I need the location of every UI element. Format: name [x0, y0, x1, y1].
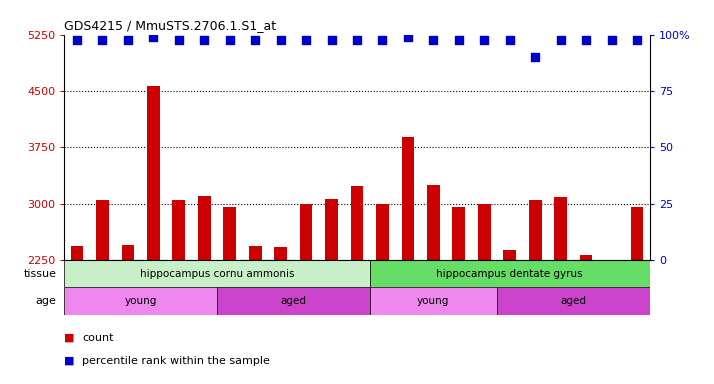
Point	[530, 54, 541, 60]
Point	[301, 37, 312, 43]
Point	[224, 37, 236, 43]
Bar	[121, 245, 134, 384]
Bar	[96, 200, 109, 384]
Bar	[198, 196, 211, 384]
Bar	[173, 200, 185, 384]
Point	[351, 37, 363, 43]
Point	[453, 37, 465, 43]
Point	[96, 37, 108, 43]
Text: age: age	[36, 296, 56, 306]
Bar	[64, 260, 650, 287]
Text: ■: ■	[64, 333, 75, 343]
Point	[122, 37, 134, 43]
Bar	[64, 287, 217, 315]
Point	[580, 37, 592, 43]
Bar	[351, 186, 363, 384]
Bar	[64, 260, 370, 287]
Point	[148, 34, 159, 40]
Bar	[453, 207, 466, 384]
Point	[71, 37, 83, 43]
Text: count: count	[82, 333, 114, 343]
Bar	[427, 185, 440, 384]
Bar	[147, 86, 160, 384]
Point	[478, 37, 490, 43]
Bar	[605, 261, 618, 384]
Point	[377, 37, 388, 43]
Point	[631, 37, 643, 43]
Text: hippocampus dentate gyrus: hippocampus dentate gyrus	[436, 268, 583, 278]
Point	[173, 37, 184, 43]
Bar	[223, 207, 236, 384]
Point	[428, 37, 439, 43]
Text: young: young	[417, 296, 450, 306]
Bar	[580, 255, 593, 384]
Point	[249, 37, 261, 43]
Point	[606, 37, 618, 43]
Bar	[630, 207, 643, 384]
Bar	[497, 287, 650, 315]
Text: GDS4215 / MmuSTS.2706.1.S1_at: GDS4215 / MmuSTS.2706.1.S1_at	[64, 19, 276, 32]
Point	[504, 37, 516, 43]
Bar	[217, 287, 370, 315]
Text: hippocampus cornu ammonis: hippocampus cornu ammonis	[140, 268, 294, 278]
Bar	[529, 200, 541, 384]
Bar	[554, 197, 567, 384]
Bar	[300, 204, 313, 384]
Text: aged: aged	[560, 296, 586, 306]
Bar	[274, 247, 287, 384]
Bar	[248, 246, 261, 384]
Bar	[370, 287, 497, 315]
Bar	[71, 245, 84, 384]
Bar	[370, 260, 650, 287]
Bar	[478, 204, 491, 384]
Point	[326, 37, 337, 43]
Point	[402, 34, 413, 40]
Bar	[64, 287, 650, 315]
Point	[555, 37, 566, 43]
Text: ■: ■	[64, 356, 75, 366]
Bar	[325, 199, 338, 384]
Bar	[401, 137, 414, 384]
Bar	[503, 250, 516, 384]
Bar	[376, 204, 389, 384]
Point	[275, 37, 286, 43]
Point	[198, 37, 210, 43]
Text: young: young	[124, 296, 157, 306]
Text: tissue: tissue	[24, 268, 56, 278]
Text: aged: aged	[281, 296, 306, 306]
Text: percentile rank within the sample: percentile rank within the sample	[82, 356, 270, 366]
